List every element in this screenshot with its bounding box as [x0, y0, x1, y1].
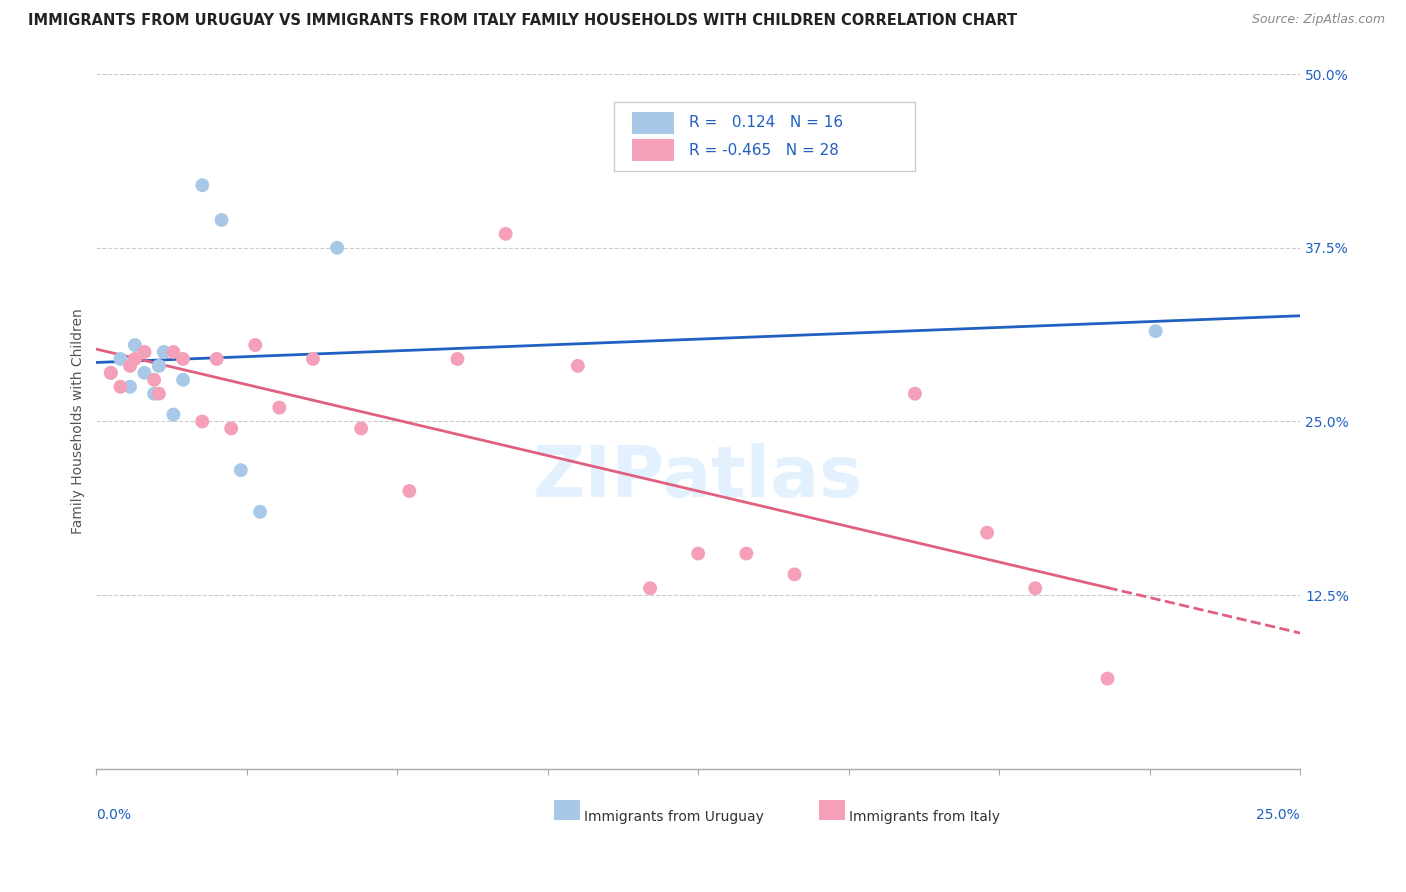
- Point: [120, 359, 142, 373]
- Point: [110, 380, 132, 394]
- Point: [143, 373, 166, 387]
- Text: Immigrants from Uruguay: Immigrants from Uruguay: [583, 810, 763, 824]
- Point: [350, 421, 373, 435]
- Y-axis label: Family Households with Children: Family Households with Children: [72, 309, 86, 534]
- Point: [120, 380, 142, 394]
- Point: [148, 386, 170, 401]
- Point: [191, 415, 214, 429]
- Point: [1097, 672, 1119, 686]
- Point: [245, 338, 267, 352]
- Point: [143, 386, 166, 401]
- Point: [904, 386, 927, 401]
- Point: [688, 547, 710, 561]
- Point: [100, 366, 122, 380]
- Point: [162, 408, 184, 422]
- Text: Immigrants from Italy: Immigrants from Italy: [849, 810, 1000, 824]
- Text: R = -0.465   N = 28: R = -0.465 N = 28: [689, 143, 838, 158]
- Point: [269, 401, 291, 415]
- Text: IMMIGRANTS FROM URUGUAY VS IMMIGRANTS FROM ITALY FAMILY HOUSEHOLDS WITH CHILDREN: IMMIGRANTS FROM URUGUAY VS IMMIGRANTS FR…: [28, 13, 1018, 29]
- Point: [783, 567, 806, 582]
- Bar: [818, 800, 845, 820]
- Point: [302, 351, 325, 366]
- Text: ZIPatlas: ZIPatlas: [533, 442, 863, 512]
- Point: [152, 345, 174, 359]
- Bar: [633, 112, 673, 134]
- Point: [249, 505, 271, 519]
- Text: 25.0%: 25.0%: [1257, 808, 1301, 822]
- Point: [172, 373, 194, 387]
- Point: [219, 421, 242, 435]
- Point: [638, 581, 661, 595]
- Point: [495, 227, 517, 241]
- Point: [162, 345, 184, 359]
- Point: [1144, 324, 1167, 338]
- Point: [1024, 581, 1046, 595]
- Point: [446, 351, 468, 366]
- Point: [124, 338, 146, 352]
- Point: [976, 525, 998, 540]
- Point: [398, 483, 420, 498]
- Text: Source: ZipAtlas.com: Source: ZipAtlas.com: [1251, 13, 1385, 27]
- Point: [229, 463, 252, 477]
- Point: [110, 351, 132, 366]
- Point: [326, 241, 349, 255]
- Point: [148, 359, 170, 373]
- Bar: [633, 139, 673, 161]
- Point: [211, 213, 233, 227]
- Point: [134, 345, 156, 359]
- Point: [735, 547, 758, 561]
- Point: [567, 359, 589, 373]
- Point: [124, 351, 146, 366]
- Point: [172, 351, 194, 366]
- Point: [191, 178, 214, 193]
- FancyBboxPatch shape: [614, 102, 915, 171]
- Text: 0.0%: 0.0%: [97, 808, 131, 822]
- Point: [205, 351, 228, 366]
- Point: [134, 366, 156, 380]
- Point: [100, 366, 122, 380]
- Text: R =   0.124   N = 16: R = 0.124 N = 16: [689, 115, 842, 130]
- Bar: [554, 800, 581, 820]
